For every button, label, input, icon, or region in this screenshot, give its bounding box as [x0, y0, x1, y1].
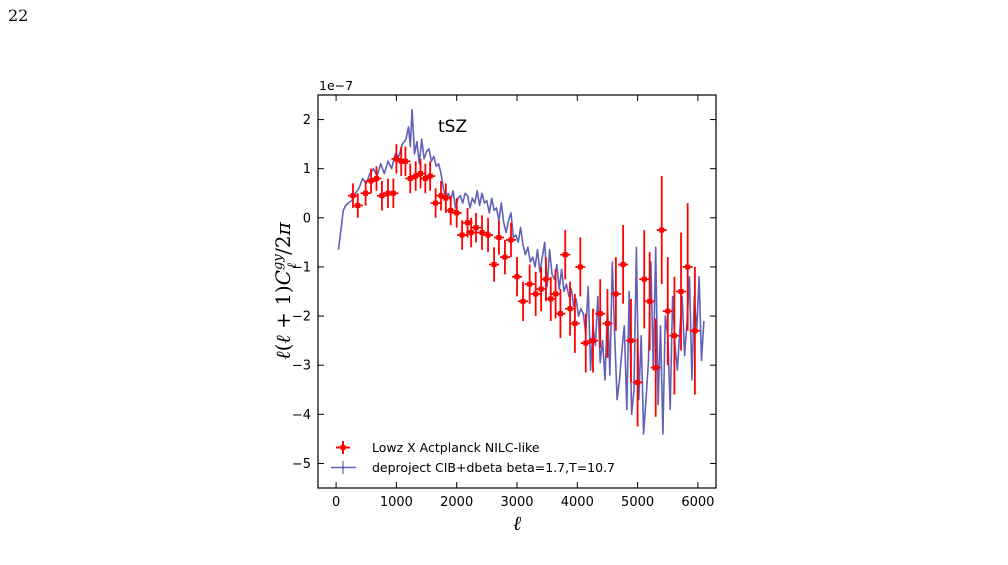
errorbar-point — [565, 281, 576, 336]
legend-label-points: Lowz X Actplanck NILC-like — [372, 440, 540, 455]
errorbar-point — [518, 281, 529, 321]
x-tick-label: 2000 — [440, 495, 473, 510]
errorbar-point — [650, 318, 661, 417]
errorbar-point — [669, 276, 680, 395]
page-number: 22 — [8, 6, 29, 25]
y-tick-label: 1 — [303, 162, 311, 177]
x-axis-label: ℓ — [513, 511, 522, 535]
errorbar-point — [451, 198, 462, 228]
errorbar-point — [569, 293, 580, 353]
errorbar-point — [689, 266, 700, 395]
x-tick-label: 1000 — [380, 495, 413, 510]
y-tick-label: −2 — [292, 310, 311, 325]
y-tick-label: −5 — [292, 457, 311, 472]
errorbar-point — [445, 195, 456, 226]
errorbar-point — [425, 161, 436, 191]
x-tick-label: 0 — [332, 495, 340, 510]
y-tick-label: 2 — [303, 113, 311, 128]
errorbar-point — [682, 203, 693, 331]
errorbar-point — [662, 257, 673, 366]
series-deproject-line — [337, 108, 705, 435]
errorbar-point — [656, 176, 667, 285]
errorbar-point — [415, 158, 426, 189]
errorbar-point — [388, 178, 399, 208]
legend: Lowz X Actplanck NILC-like deproject CIB… — [331, 440, 615, 475]
errorbar-point — [470, 212, 481, 243]
y-tick-label: 0 — [303, 211, 311, 226]
errorbar-point — [602, 289, 613, 358]
errorbar-point — [545, 276, 556, 321]
errorbar-point — [477, 215, 488, 250]
errorbar-point — [466, 217, 477, 248]
legend-label-line: deproject CIB+dbeta beta=1.7,T=10.7 — [372, 460, 615, 475]
errorbar-point — [400, 146, 411, 177]
errorbar-point — [555, 289, 566, 339]
errorbar-point — [530, 271, 541, 317]
y-axis-label: ℓ(ℓ + 1)Cgyℓ/2π — [271, 221, 300, 359]
errorbar-point — [644, 252, 655, 351]
errorbar-point — [371, 166, 382, 191]
errorbar-point — [625, 298, 636, 383]
errorbar-point — [376, 180, 387, 211]
y-tick-label: −1 — [292, 260, 311, 275]
errorbar-point — [524, 264, 535, 304]
errorbar-point — [587, 308, 598, 373]
y-offset-label: 1e−7 — [319, 78, 353, 93]
errorbar-point — [610, 257, 621, 331]
errorbar-point — [595, 279, 606, 348]
errorbar-point — [540, 257, 551, 302]
errorbar-point — [580, 313, 591, 373]
y-tick-label: −4 — [292, 408, 311, 423]
errorbar-point — [489, 247, 500, 282]
errorbar-point — [639, 230, 650, 329]
legend-marker-points — [336, 441, 350, 454]
legend-marker-line — [331, 461, 356, 474]
errorbar-point — [483, 217, 494, 253]
errorbar-point — [575, 237, 586, 297]
errorbar-point — [550, 269, 561, 319]
tsz-annotation: tSZ — [438, 117, 467, 137]
errorbar-point — [505, 222, 516, 258]
errorbar-point — [512, 257, 522, 297]
data-layer — [337, 108, 705, 435]
errorbar-point — [536, 266, 547, 312]
ticks-layer: 0 1000 2000 3000 4000 5000 6000 −5 −4 −3 −2 −1 0 1 2 — [292, 95, 716, 510]
x-tick-label: 4000 — [561, 495, 594, 510]
errorbar-point — [430, 188, 441, 218]
errorbar-point — [347, 183, 358, 208]
errorbar-point — [499, 239, 510, 275]
x-tick-label: 6000 — [681, 495, 714, 510]
errorbar-point — [493, 220, 504, 255]
errorbar-point — [360, 180, 371, 206]
y-tick-label: −3 — [292, 359, 311, 374]
x-tick-label: 3000 — [500, 495, 533, 510]
errorbar-point — [440, 183, 451, 213]
errorbar-point — [632, 338, 643, 427]
errorbar-point — [560, 230, 571, 280]
x-tick-label: 5000 — [621, 495, 654, 510]
errorbar-point — [352, 193, 363, 218]
errorbar-point — [676, 232, 687, 351]
errorbar-point — [457, 220, 468, 250]
errorbar-point — [618, 225, 629, 304]
